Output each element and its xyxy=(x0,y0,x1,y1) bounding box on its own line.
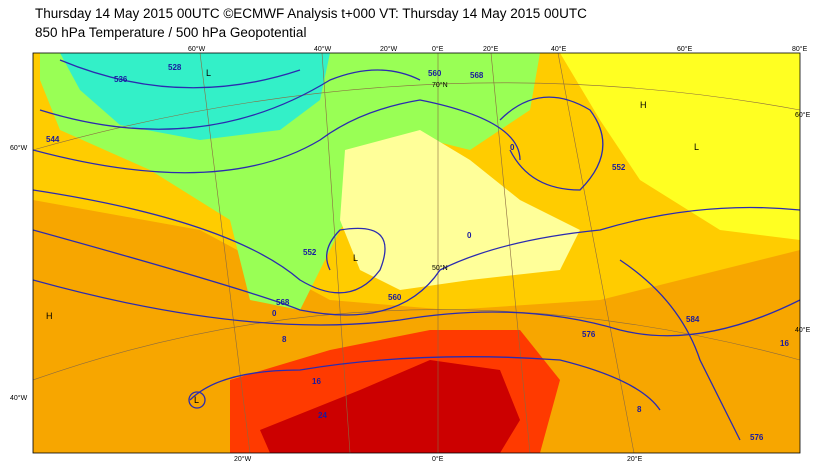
contour xyxy=(39,69,421,130)
contour-label: 568 xyxy=(276,298,290,307)
high-center: H xyxy=(46,311,53,321)
contour-label: 552 xyxy=(612,163,626,172)
contour-label: 576 xyxy=(750,433,764,442)
contour-label: 560 xyxy=(388,293,402,302)
lon-label: 20°E xyxy=(483,45,499,53)
contour-label: 552 xyxy=(303,248,317,257)
contour-label: 576 xyxy=(582,330,596,339)
contour-label: 568 xyxy=(470,71,484,80)
low-center: L xyxy=(194,395,199,405)
low-center: L xyxy=(206,68,211,78)
lon-label: 20°W xyxy=(380,45,398,53)
contour xyxy=(619,259,741,441)
contour-label: 0 xyxy=(272,309,277,318)
lon-label: 60°E xyxy=(795,111,811,119)
lon-label: 40°W xyxy=(314,45,332,53)
contour xyxy=(33,189,386,294)
map xyxy=(33,53,800,453)
map-frame xyxy=(32,52,801,454)
contour xyxy=(33,206,800,316)
contour-label: 8 xyxy=(282,335,287,344)
lon-label: 0°E xyxy=(432,455,444,463)
contour xyxy=(499,96,604,191)
contour-label: 536 xyxy=(114,75,128,84)
lon-label: 60°W xyxy=(10,144,28,152)
contour xyxy=(33,279,800,337)
lat-label: 70°N xyxy=(432,81,448,89)
contour xyxy=(189,356,661,411)
contour xyxy=(33,99,521,174)
contour-label: 544 xyxy=(46,135,60,144)
lat-label: 50°N xyxy=(432,264,448,272)
temp-field xyxy=(340,130,580,290)
lon-label: 0°E xyxy=(432,45,444,53)
lon-label: 40°E xyxy=(795,326,811,334)
temp-field xyxy=(260,360,520,453)
graticule-labels: 60°W 40°W 20°W 0°E 20°E 40°E 60°E 80°E 6… xyxy=(10,45,811,463)
temp-field xyxy=(60,53,330,140)
lon-label: 40°W xyxy=(10,394,28,402)
contour-label: 0 xyxy=(467,231,472,240)
contour xyxy=(188,391,206,409)
low-center: L xyxy=(694,142,699,152)
lon-label: 20°E xyxy=(627,455,643,463)
contour-label: 24 xyxy=(318,411,327,420)
contour-labels: 528 536 544 552 560 568 576 584 552 560 … xyxy=(46,63,789,442)
lon-label: 40°E xyxy=(551,45,567,53)
lon-label: 80°E xyxy=(792,45,808,53)
low-center: L xyxy=(353,253,358,263)
contour-label: 16 xyxy=(780,339,789,348)
contour-label: 584 xyxy=(686,315,700,324)
lon-label: 20°W xyxy=(234,455,252,463)
high-center: H xyxy=(640,100,647,110)
subtitle: 850 hPa Temperature / 500 hPa Geopotenti… xyxy=(35,25,306,40)
pressure-centers: L L L H H L xyxy=(46,68,699,405)
temp-field xyxy=(560,53,800,240)
contour-label: 528 xyxy=(168,63,182,72)
contour-label: 8 xyxy=(637,405,642,414)
lon-label: 60°E xyxy=(677,45,693,53)
contour-label: 560 xyxy=(428,69,442,78)
lon-label: 60°W xyxy=(188,45,206,53)
contour xyxy=(59,59,301,89)
contour-label: 0 xyxy=(510,143,515,152)
graticule xyxy=(33,53,800,453)
contour-label: 16 xyxy=(312,377,321,386)
title: Thursday 14 May 2015 00UTC ©ECMWF Analys… xyxy=(35,6,587,21)
